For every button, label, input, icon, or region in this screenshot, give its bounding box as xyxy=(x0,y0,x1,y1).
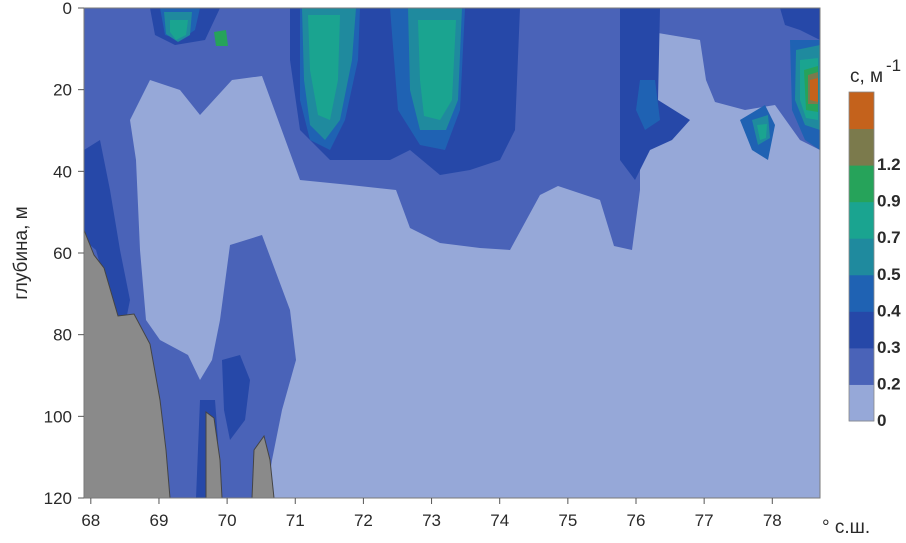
colorbar-frame xyxy=(848,91,875,422)
x-tick-label-1: 69 xyxy=(150,511,169,530)
x-tick-label-9: 77 xyxy=(695,511,714,530)
colorbar-label-2: 0.3 xyxy=(877,338,901,357)
y-tick-label-3: 60 xyxy=(53,244,72,263)
seabed-region xyxy=(84,229,275,498)
x-tick-label-3: 71 xyxy=(286,511,305,530)
x-tick-label-0: 68 xyxy=(81,511,100,530)
x-tick-label-8: 76 xyxy=(627,511,646,530)
colorbar-swatch-7 xyxy=(849,128,874,166)
colorbar-swatch-1 xyxy=(849,347,874,385)
colorbar-label-7: 1.2 xyxy=(877,155,901,174)
y-tick-label-0: 0 xyxy=(63,0,72,18)
colorbar-title-exponent: -1 xyxy=(886,56,901,75)
x-tick-label-7: 75 xyxy=(558,511,577,530)
colorbar-swatch-6 xyxy=(849,165,874,203)
x-tick-label-6: 74 xyxy=(490,511,509,530)
colorbar-label-4: 0.5 xyxy=(877,265,901,284)
y-tick-label-5: 100 xyxy=(44,407,72,426)
colorbar-label-1: 0.2 xyxy=(877,374,901,393)
colorbar-label-6: 0.9 xyxy=(877,192,901,211)
x-tick-label-2: 70 xyxy=(218,511,237,530)
colorbar-label-5: 0.7 xyxy=(877,228,901,247)
colorbar-swatch-5 xyxy=(849,201,874,239)
y-axis: 0 20 40 60 80 100 120 xyxy=(44,0,84,508)
plot-area xyxy=(84,8,820,498)
y-tick-label-6: 120 xyxy=(44,489,72,508)
colorbar-swatch-0 xyxy=(849,384,874,422)
x-axis-title: ° с.ш. xyxy=(822,517,870,538)
x-tick-label-5: 73 xyxy=(422,511,441,530)
colorbar-swatch-2 xyxy=(849,311,874,349)
y-tick-label-2: 40 xyxy=(53,162,72,181)
contour-level-max xyxy=(810,78,818,102)
contour-level-0.3 xyxy=(84,8,820,498)
colorbar-label-3: 0.4 xyxy=(877,301,901,320)
y-axis-title: глубина, м xyxy=(11,206,32,300)
y-tick-label-4: 80 xyxy=(53,326,72,345)
y-tick-label-1: 20 xyxy=(53,81,72,100)
colorbar-title: c, м xyxy=(850,66,883,87)
x-axis: 68 69 70 71 72 73 74 75 76 77 78 xyxy=(81,498,782,530)
x-tick-label-10: 78 xyxy=(763,511,782,530)
colorbar-legend: 0 0.2 0.3 0.4 0.5 0.7 0.9 1.2 xyxy=(848,91,901,430)
contour-level-0.7 xyxy=(170,15,818,140)
colorbar-swatch-4 xyxy=(849,238,874,276)
colorbar-label-0: 0 xyxy=(877,411,886,430)
x-tick-label-4: 72 xyxy=(354,511,373,530)
colorbar-swatch-8 xyxy=(849,92,874,130)
colorbar-swatch-3 xyxy=(849,274,874,312)
